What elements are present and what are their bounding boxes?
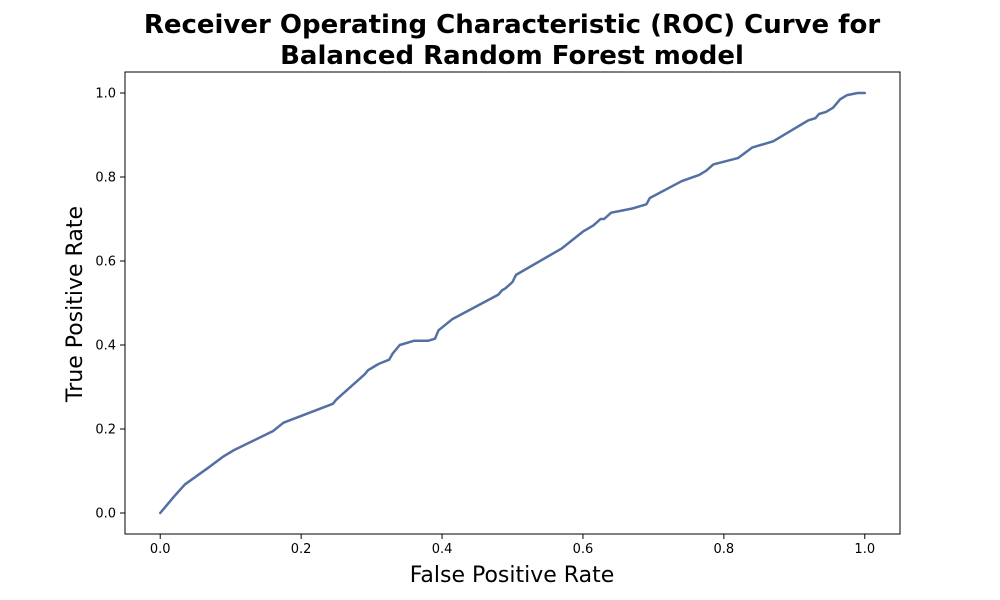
y-tick-label: 0.6 [95,255,116,270]
y-tick-label: 0.2 [95,423,116,438]
chart-title-line-1: Receiver Operating Characteristic (ROC) … [144,10,881,40]
chart-title-line-2: Balanced Random Forest model [280,41,744,71]
y-axis-label: True Positive Rate [63,206,88,403]
y-tick-label: 0.8 [95,171,116,186]
x-axis-label: False Positive Rate [410,563,614,588]
x-tick-label: 0.8 [714,542,735,557]
x-tick-label: 0.6 [573,542,594,557]
y-tick-label: 0.0 [95,507,116,522]
y-tick-label: 0.4 [95,339,116,354]
x-tick-label: 0.2 [291,542,312,557]
plot-frame [124,71,901,535]
plot-area: 0.0 0.2 0.4 0.6 0.8 1.0 0.0 0.2 0.4 0.6 0.8 1.0 [95,71,901,557]
x-tick-label: 1.0 [854,542,875,557]
roc-curve-line [158,91,867,515]
x-tick-label: 0.0 [150,542,171,557]
x-tick-label: 0.4 [432,542,453,557]
y-tick-label: 1.0 [95,87,116,102]
